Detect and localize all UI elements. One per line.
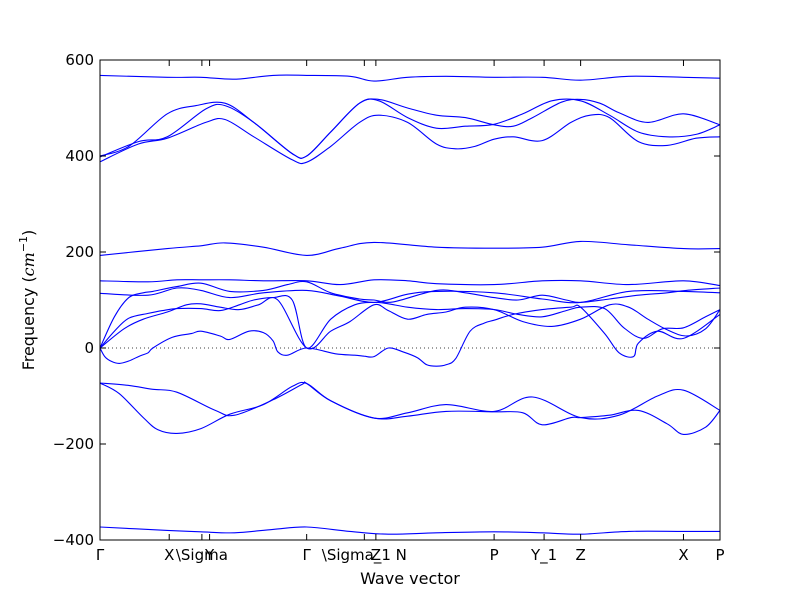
y-label-close: ) xyxy=(19,230,38,236)
x-tick-label: \Sigma xyxy=(176,546,228,564)
phonon-branch-11 xyxy=(99,304,721,367)
phonon-branch-10 xyxy=(99,296,721,350)
phonon-branch-5 xyxy=(99,240,721,256)
y-tick-label: −400 xyxy=(53,531,94,549)
plot-frame xyxy=(99,59,721,541)
x-tick-label: Z xyxy=(575,546,585,564)
x-tick-label: Γ xyxy=(96,546,105,564)
y-tick-label: 0 xyxy=(84,339,94,357)
x-tick-label: P xyxy=(715,546,724,564)
y-axis-label: Frequency (cm−1) xyxy=(17,230,38,371)
phonon-branch-4 xyxy=(99,113,721,165)
plot-area xyxy=(99,59,721,541)
y-label-text: Frequency ( xyxy=(19,276,38,370)
phonon-branch-13 xyxy=(99,381,721,435)
y-tick-label: 600 xyxy=(65,51,94,69)
y-label-exponent: −1 xyxy=(17,236,30,252)
x-tick-label: Γ xyxy=(302,546,311,564)
y-label-unit: cm xyxy=(19,252,38,276)
y-tick-label: 400 xyxy=(65,147,94,165)
x-tick-label: X xyxy=(678,546,688,564)
x-tick-label: \Sigma_1 N xyxy=(322,546,407,565)
y-tick-label: −200 xyxy=(53,435,94,453)
phonon-branch-8 xyxy=(99,280,721,349)
x-tick-label: P xyxy=(490,546,499,564)
phonon-branch-14 xyxy=(99,526,720,535)
phonon-branch-9 xyxy=(99,294,721,349)
x-tick-label: Y xyxy=(204,546,215,564)
y-axis: −400 −200 0 200 400 600 xyxy=(53,51,720,549)
phonon-branch-6 xyxy=(99,279,721,287)
x-tick-label: X xyxy=(164,546,174,564)
phonon-branch-1 xyxy=(99,74,721,82)
x-axis-label: Wave vector xyxy=(360,569,460,588)
phonon-branch-2 xyxy=(99,98,721,159)
y-tick-label: 200 xyxy=(65,243,94,261)
phonon-branch-3 xyxy=(99,98,721,159)
x-tick-label: Z xyxy=(371,546,381,564)
x-tick-label: Y_1 xyxy=(530,546,557,565)
